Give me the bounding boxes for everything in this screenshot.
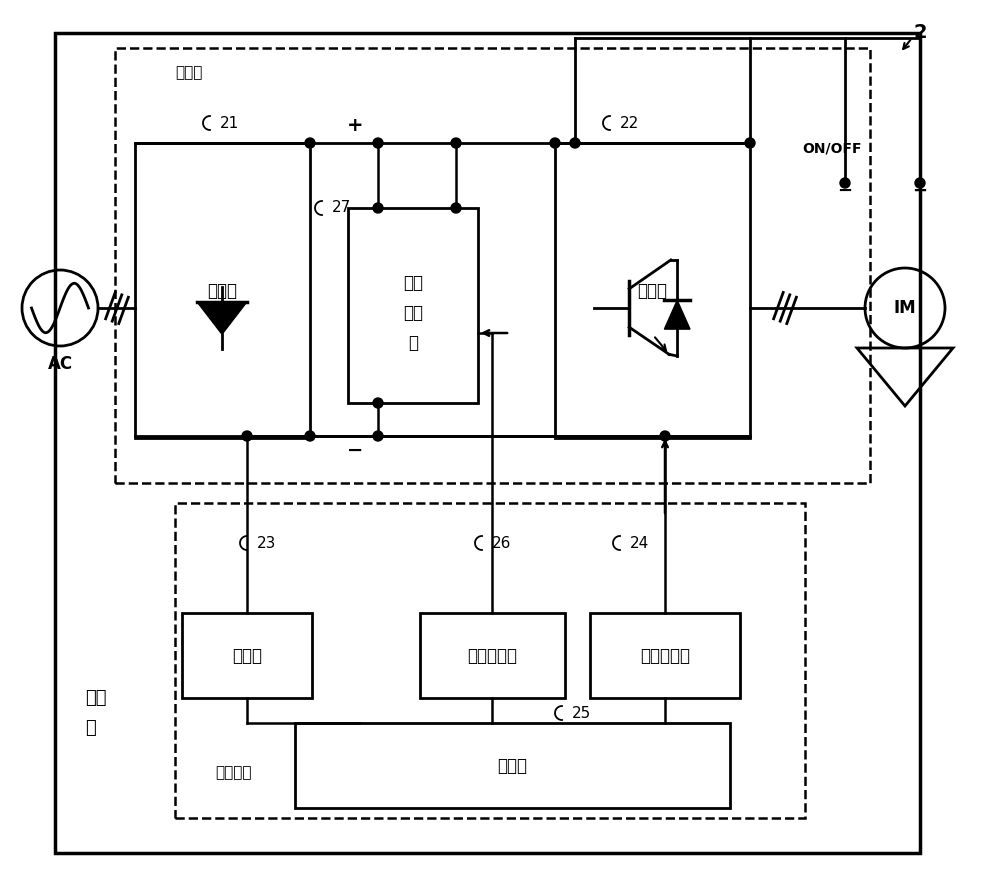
Text: 主回路: 主回路 — [175, 65, 202, 80]
Text: IM: IM — [894, 299, 916, 317]
Text: 21: 21 — [220, 115, 239, 130]
Text: 逆变部: 逆变部 — [637, 282, 667, 300]
Text: 第一驱动部: 第一驱动部 — [640, 647, 690, 665]
Text: 26: 26 — [492, 535, 511, 551]
Text: 24: 24 — [630, 535, 649, 551]
Bar — [115, 48, 870, 483]
Text: ON/OFF: ON/OFF — [802, 141, 862, 155]
Text: 25: 25 — [572, 705, 591, 720]
Text: −: − — [837, 182, 853, 200]
Bar — [555, 143, 750, 438]
Circle shape — [915, 178, 925, 188]
Text: 23: 23 — [257, 535, 276, 551]
Circle shape — [570, 138, 580, 148]
Polygon shape — [197, 302, 247, 334]
Text: 整流部: 整流部 — [207, 282, 237, 300]
Circle shape — [550, 138, 560, 148]
Bar — [182, 613, 312, 698]
Circle shape — [373, 203, 383, 213]
Text: 器: 器 — [85, 719, 96, 737]
Polygon shape — [664, 300, 690, 329]
Circle shape — [451, 138, 461, 148]
Bar — [348, 208, 478, 403]
Text: −: − — [347, 441, 363, 460]
Text: AC: AC — [47, 355, 73, 373]
Bar — [175, 503, 805, 818]
Bar — [135, 143, 310, 438]
Text: +: + — [347, 116, 363, 135]
Text: 部: 部 — [408, 334, 418, 352]
Text: 可控: 可控 — [403, 274, 423, 292]
Circle shape — [745, 138, 755, 148]
Circle shape — [451, 203, 461, 213]
Text: 2: 2 — [913, 24, 927, 43]
Bar — [590, 613, 740, 698]
Text: 控制回路: 控制回路 — [215, 766, 252, 780]
Circle shape — [840, 178, 850, 188]
Circle shape — [373, 138, 383, 148]
Circle shape — [373, 398, 383, 408]
Text: 22: 22 — [620, 115, 639, 130]
Bar — [420, 613, 565, 698]
Circle shape — [373, 431, 383, 441]
Circle shape — [305, 138, 315, 148]
Circle shape — [242, 431, 252, 441]
Circle shape — [305, 431, 315, 441]
Text: +: + — [912, 182, 928, 200]
Text: 检测部: 检测部 — [232, 647, 262, 665]
Circle shape — [660, 431, 670, 441]
Bar — [55, 33, 920, 853]
Text: 控制部: 控制部 — [497, 757, 527, 775]
Bar — [295, 723, 730, 808]
Text: 开关: 开关 — [403, 304, 423, 322]
Text: 27: 27 — [332, 201, 351, 216]
Text: 变频: 变频 — [85, 689, 106, 707]
Text: 第二驱动部: 第二驱动部 — [467, 647, 517, 665]
